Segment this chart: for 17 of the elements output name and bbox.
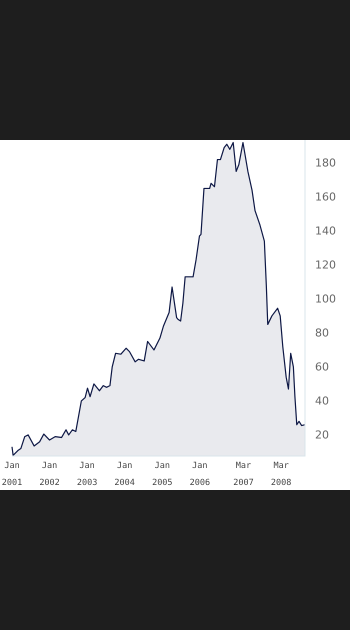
y-tick-label: 80	[315, 326, 329, 340]
y-tick-label: 160	[315, 190, 336, 204]
y-tick-label: 120	[315, 258, 336, 272]
x-tick-label: Jan 2003	[76, 461, 98, 488]
y-tick-label: 60	[315, 360, 329, 374]
x-tick-label: Jan 2005	[152, 461, 173, 488]
x-tick-label: Jan 2002	[39, 461, 60, 488]
x-tick-label: Jan 2001	[2, 461, 22, 488]
y-tick-label: 140	[315, 224, 336, 238]
x-tick-label: Mar 2007	[233, 461, 254, 488]
x-tick-label: Jan 2006	[190, 461, 210, 488]
x-tick-label: Mar 2008	[270, 461, 292, 488]
x-tick-label: Jan 2004	[114, 461, 135, 488]
y-tick-label: 40	[315, 394, 329, 408]
y-tick-label: 20	[315, 428, 329, 442]
y-tick-label: 180	[315, 156, 336, 170]
y-tick-label: 100	[315, 292, 336, 306]
